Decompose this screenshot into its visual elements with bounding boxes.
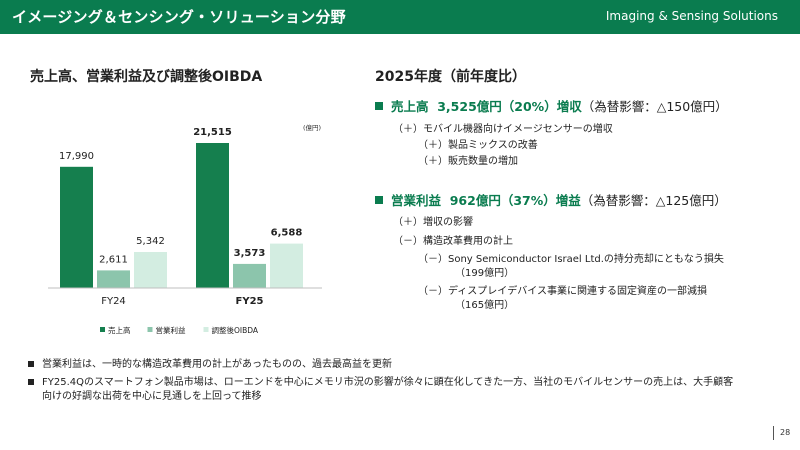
legend-entry: 売上高 xyxy=(108,325,131,335)
category-label: FY24 xyxy=(101,296,126,307)
legend-swatch xyxy=(100,327,105,332)
sales-highlight: 売上高 3,525億円（20%）増収（為替影響：△150億円） xyxy=(375,96,728,115)
page-number-divider xyxy=(773,426,774,440)
bar xyxy=(97,270,130,288)
bar xyxy=(60,166,93,288)
bullet-square-icon xyxy=(375,196,383,204)
op-factor: （－）Sony Semiconductor Israel Ltd.の持分売却にと… xyxy=(418,254,724,265)
data-label: 6,588 xyxy=(271,228,303,239)
legend-entry: 営業利益 xyxy=(156,325,186,335)
sales-fx-impact: （為替影響：△150億円） xyxy=(581,99,728,114)
legend-entry: 調整後OIBDA xyxy=(212,325,259,335)
sales-factor: （＋）モバイル機器向けイメージセンサーの増収 xyxy=(393,124,613,135)
bullet-square-icon xyxy=(28,379,34,385)
bottom-bullet-text: 向けの好調な出荷を中心に見通しを上回って推移 xyxy=(42,391,262,402)
bullet-square-icon xyxy=(375,102,383,110)
data-label: 21,515 xyxy=(193,127,232,138)
op-factor: （＋）増収の影響 xyxy=(393,217,473,228)
chart-title: 売上高、営業利益及び調整後OIBDA xyxy=(30,69,263,85)
data-label: 5,342 xyxy=(136,236,165,247)
legend-swatch xyxy=(147,327,153,332)
unit-label: (億円) xyxy=(303,123,321,132)
bar xyxy=(196,143,229,288)
page-title: イメージング＆センシング・ソリューション分野 xyxy=(12,8,346,26)
data-label: 17,990 xyxy=(59,151,94,162)
category-label: FY25 xyxy=(236,296,264,307)
sales-factor: （＋）販売数量の増加 xyxy=(418,156,518,167)
op-income-amount: 962億円（37%）増益 xyxy=(449,193,581,208)
bottom-bullet-text: 営業利益は、一時的な構造改革費用の計上があったものの、過去最高益を更新 xyxy=(42,359,392,370)
sales-amount: 3,525億円（20%）増収 xyxy=(437,99,582,114)
op-income-fx-impact: （為替影響：△125億円） xyxy=(580,193,727,208)
data-label: 3,573 xyxy=(234,248,266,259)
bar xyxy=(270,243,303,288)
bullet-square-icon xyxy=(28,361,34,367)
yoy-title: 2025年度（前年度比） xyxy=(375,69,526,85)
segment-name-en: Imaging & Sensing Solutions xyxy=(605,9,778,23)
bar xyxy=(233,263,266,288)
op-factor: （－）ディスプレイデバイス事業に関連する固定資産の一部減損 xyxy=(418,286,707,297)
legend-swatch xyxy=(203,327,209,332)
sales-factor: （＋）製品ミックスの改善 xyxy=(418,140,538,151)
op-factor-amount: （199億円） xyxy=(455,268,515,279)
bar-chart: 17,990 2,611 5,342 FY24 21,515 3,573 6,588 FY25… xyxy=(48,123,322,335)
bottom-bullet-text: FY25.4Qのスマートフォン製品市場は、ローエンドを中心にメモリ市況の影響が徐… xyxy=(42,377,734,388)
header-bar: イメージング＆センシング・ソリューション分野 Imaging & Sensing… xyxy=(0,0,800,34)
op-factor: （－）構造改革費用の計上 xyxy=(393,236,513,247)
sales-label: 売上高 xyxy=(391,99,429,114)
page-number: 28 xyxy=(780,428,791,437)
bottom-bullet: FY25.4Qのスマートフォン製品市場は、ローエンドを中心にメモリ市況の影響が徐… xyxy=(28,376,734,404)
bottom-bullet: 営業利益は、一時的な構造改革費用の計上があったものの、過去最高益を更新 xyxy=(28,358,392,372)
op-income-highlight: 営業利益 962億円（37%）増益（為替影響：△125億円） xyxy=(375,190,727,209)
op-income-label: 営業利益 xyxy=(391,193,442,208)
bar xyxy=(134,252,167,288)
data-label: 2,611 xyxy=(99,254,128,265)
op-factor-amount: （165億円） xyxy=(455,300,515,311)
